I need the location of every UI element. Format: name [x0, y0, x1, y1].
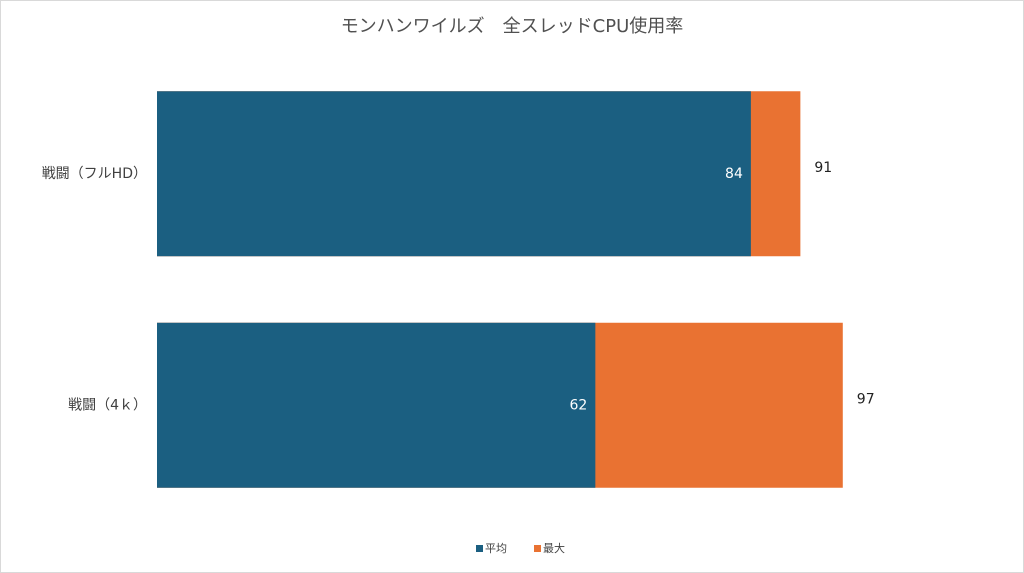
y-tick-label: 戦闘（4ｋ）: [68, 397, 147, 413]
data-label: 62: [570, 397, 588, 413]
bar: [157, 91, 751, 257]
data-label: 91: [814, 160, 832, 176]
legend-text: 平均: [485, 542, 507, 555]
data-label: 97: [857, 391, 875, 407]
chart-title: モンハンワイルズ 全スレッドCPU使用率: [341, 16, 684, 37]
bar: [157, 322, 596, 488]
y-tick-label: 戦闘（フルHD）: [42, 166, 147, 182]
legend-text: 最大: [543, 541, 565, 555]
legend-swatch: [476, 545, 483, 552]
data-label: 84: [725, 166, 743, 182]
legend-swatch: [534, 545, 541, 552]
